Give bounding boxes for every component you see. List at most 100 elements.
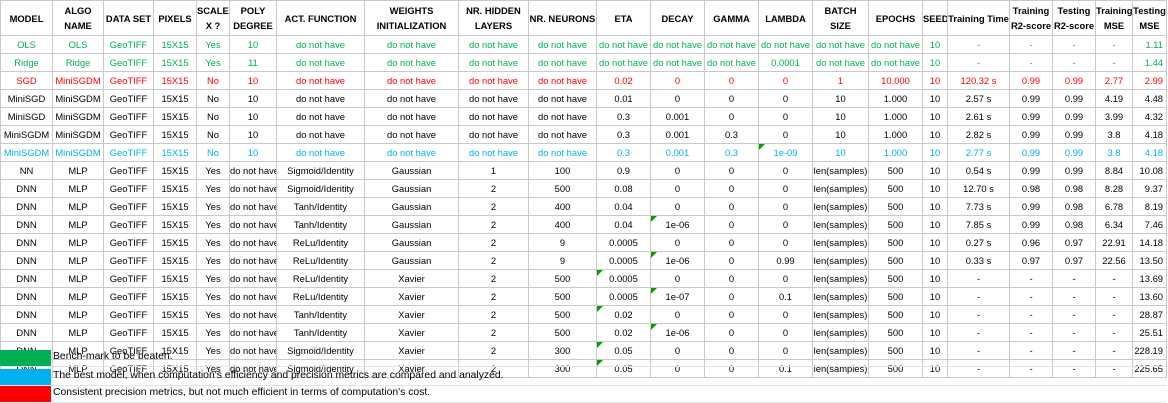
cell-poly-degree[interactable]: 10 bbox=[229, 107, 277, 126]
cell-decay[interactable]: do not have bbox=[650, 35, 705, 54]
cell-lambda[interactable]: 0.99 bbox=[758, 251, 813, 270]
cell-testing-mse[interactable]: 1.11 bbox=[1132, 35, 1167, 54]
cell-seed[interactable]: 10 bbox=[922, 287, 948, 306]
cell-pixels[interactable]: 15X15 bbox=[153, 143, 197, 162]
cell-model[interactable]: MiniSGDM bbox=[0, 125, 53, 144]
cell-scaled-x[interactable]: Yes bbox=[196, 323, 230, 342]
cell-batch-size[interactable]: 10 bbox=[812, 125, 869, 144]
cell-algo-name[interactable]: MLP bbox=[52, 305, 104, 324]
cell-training-r2[interactable]: - bbox=[1009, 305, 1053, 324]
cell-hidden-layers[interactable]: 2 bbox=[458, 215, 529, 234]
cell-decay[interactable]: 0 bbox=[650, 359, 705, 378]
cell-pixels[interactable]: 15X15 bbox=[153, 305, 197, 324]
cell-epochs[interactable]: 500 bbox=[868, 179, 923, 198]
cell-neurons[interactable]: 500 bbox=[528, 305, 597, 324]
cell-act-function[interactable]: Sigmoid/Identity bbox=[276, 179, 365, 198]
cell-act-function[interactable]: Tanh/Identity bbox=[276, 323, 365, 342]
cell-training-r2[interactable]: 0.99 bbox=[1009, 161, 1053, 180]
cell-training-mse[interactable]: - bbox=[1095, 269, 1133, 288]
cell-testing-r2[interactable]: 0.98 bbox=[1052, 215, 1096, 234]
header-training-r2[interactable]: Training R2-score bbox=[1009, 0, 1053, 36]
cell-testing-r2[interactable]: - bbox=[1052, 269, 1096, 288]
cell-algo-name[interactable]: MiniSGDM bbox=[52, 143, 104, 162]
cell-testing-mse[interactable]: 13.69 bbox=[1132, 269, 1167, 288]
cell-poly-degree[interactable]: 10 bbox=[229, 125, 277, 144]
cell-pixels[interactable]: 15X15 bbox=[153, 233, 197, 252]
cell-hidden-layers[interactable]: 2 bbox=[458, 233, 529, 252]
cell-model[interactable]: MiniSGD bbox=[0, 89, 53, 108]
cell-training-time[interactable]: - bbox=[947, 359, 1010, 378]
cell-testing-r2[interactable]: - bbox=[1052, 287, 1096, 306]
cell-testing-mse[interactable]: 1.44 bbox=[1132, 53, 1167, 72]
cell-algo-name[interactable]: MiniSGDM bbox=[52, 89, 104, 108]
cell-training-mse[interactable]: - bbox=[1095, 287, 1133, 306]
cell-neurons[interactable]: do not have bbox=[528, 71, 597, 90]
cell-gamma[interactable]: do not have bbox=[704, 35, 759, 54]
cell-testing-mse[interactable]: 13.50 bbox=[1132, 251, 1167, 270]
cell-scaled-x[interactable]: Yes bbox=[196, 233, 230, 252]
cell-pixels[interactable]: 15X15 bbox=[153, 197, 197, 216]
header-gamma[interactable]: GAMMA bbox=[704, 0, 759, 36]
cell-training-time[interactable]: 2.82 s bbox=[947, 125, 1010, 144]
cell-eta[interactable]: 0.3 bbox=[596, 125, 651, 144]
cell-eta[interactable]: 0.0005 bbox=[596, 233, 651, 252]
cell-hidden-layers[interactable]: do not have bbox=[458, 143, 529, 162]
header-scaled-x[interactable]: SCALED X ? bbox=[196, 0, 230, 36]
cell-testing-r2[interactable]: 0.97 bbox=[1052, 251, 1096, 270]
cell-training-mse[interactable]: - bbox=[1095, 35, 1133, 54]
cell-epochs[interactable]: 1.000 bbox=[868, 125, 923, 144]
header-hidden-layers[interactable]: NR. HIDDEN LAYERS bbox=[458, 0, 529, 36]
cell-decay[interactable]: 1e-06 bbox=[650, 251, 705, 270]
cell-epochs[interactable]: 500 bbox=[868, 287, 923, 306]
cell-weights-init[interactable]: Xavier bbox=[364, 323, 459, 342]
cell-training-mse[interactable]: 6.78 bbox=[1095, 197, 1133, 216]
cell-training-r2[interactable]: - bbox=[1009, 269, 1053, 288]
cell-pixels[interactable]: 15X15 bbox=[153, 71, 197, 90]
cell-testing-mse[interactable]: 8.19 bbox=[1132, 197, 1167, 216]
cell-training-r2[interactable]: 0.97 bbox=[1009, 251, 1053, 270]
header-data-set[interactable]: DATA SET bbox=[103, 0, 154, 36]
cell-neurons[interactable]: 500 bbox=[528, 323, 597, 342]
cell-gamma[interactable]: 0 bbox=[704, 233, 759, 252]
cell-eta[interactable]: 0.0005 bbox=[596, 287, 651, 306]
cell-training-mse[interactable]: 3.99 bbox=[1095, 107, 1133, 126]
cell-act-function[interactable]: Tanh/Identity bbox=[276, 197, 365, 216]
cell-seed[interactable]: 10 bbox=[922, 71, 948, 90]
cell-act-function[interactable]: do not have bbox=[276, 107, 365, 126]
cell-neurons[interactable]: 100 bbox=[528, 161, 597, 180]
cell-batch-size[interactable]: 10 bbox=[812, 107, 869, 126]
cell-training-r2[interactable]: 0.99 bbox=[1009, 71, 1053, 90]
cell-testing-r2[interactable]: - bbox=[1052, 323, 1096, 342]
cell-seed[interactable]: 10 bbox=[922, 359, 948, 378]
cell-epochs[interactable]: 500 bbox=[868, 161, 923, 180]
cell-decay[interactable]: 1e-06 bbox=[650, 215, 705, 234]
cell-testing-r2[interactable]: 0.98 bbox=[1052, 179, 1096, 198]
cell-gamma[interactable]: 0 bbox=[704, 287, 759, 306]
cell-lambda[interactable]: 0 bbox=[758, 269, 813, 288]
header-poly-degree[interactable]: POLY DEGREE bbox=[229, 0, 277, 36]
cell-hidden-layers[interactable]: 2 bbox=[458, 359, 529, 378]
cell-testing-r2[interactable]: 0.99 bbox=[1052, 161, 1096, 180]
cell-testing-r2[interactable]: 0.99 bbox=[1052, 71, 1096, 90]
cell-algo-name[interactable]: MLP bbox=[52, 323, 104, 342]
cell-gamma[interactable]: 0.3 bbox=[704, 125, 759, 144]
cell-training-r2[interactable]: 0.99 bbox=[1009, 107, 1053, 126]
cell-data-set[interactable]: GeoTIFF bbox=[103, 107, 154, 126]
cell-lambda[interactable]: 0 bbox=[758, 71, 813, 90]
cell-training-time[interactable]: 2.77 s bbox=[947, 143, 1010, 162]
cell-eta[interactable]: 0.3 bbox=[596, 143, 651, 162]
cell-seed[interactable]: 10 bbox=[922, 125, 948, 144]
cell-scaled-x[interactable]: Yes bbox=[196, 53, 230, 72]
cell-neurons[interactable]: do not have bbox=[528, 125, 597, 144]
header-pixels[interactable]: PIXELS bbox=[153, 0, 197, 36]
cell-weights-init[interactable]: do not have bbox=[364, 107, 459, 126]
cell-batch-size[interactable]: len(samples) bbox=[812, 179, 869, 198]
cell-training-r2[interactable]: 0.99 bbox=[1009, 89, 1053, 108]
cell-poly-degree[interactable]: 10 bbox=[229, 35, 277, 54]
cell-training-time[interactable]: 2.61 s bbox=[947, 107, 1010, 126]
cell-weights-init[interactable]: do not have bbox=[364, 143, 459, 162]
cell-gamma[interactable]: 0.3 bbox=[704, 143, 759, 162]
cell-epochs[interactable]: 1.000 bbox=[868, 107, 923, 126]
cell-weights-init[interactable]: Gaussian bbox=[364, 251, 459, 270]
cell-scaled-x[interactable]: Yes bbox=[196, 215, 230, 234]
